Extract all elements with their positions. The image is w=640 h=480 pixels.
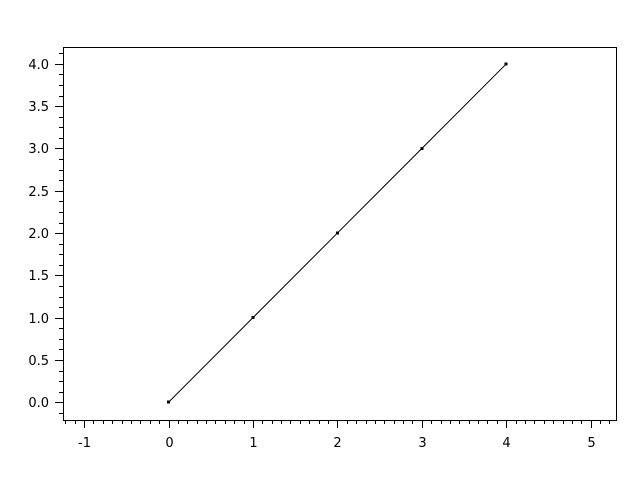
x-tick-label: 2 [333,436,341,451]
y-tick-label: 1.5 [28,269,49,284]
plot-frame [63,47,617,421]
x-tick-label: 4 [502,436,510,451]
y-tick-label: 4.0 [28,58,49,73]
data-point-marker [504,62,508,66]
data-point-marker [251,316,255,320]
x-tick-label: 3 [418,436,426,451]
y-tick-label: 0.0 [28,396,49,411]
y-tick-label: 2.0 [28,227,49,242]
data-point-marker [420,146,424,150]
y-tick-label: 2.5 [28,185,49,200]
y-tick-label: 3.0 [28,142,49,157]
y-tick-label: 1.0 [28,312,49,327]
data-point-marker [167,400,171,404]
y-tick-label: 3.5 [28,100,49,115]
x-tick-label: 1 [249,436,257,451]
x-tick-label: 0 [165,436,173,451]
x-tick-label: 5 [587,436,595,451]
x-tick-label: -1 [78,436,91,451]
data-point-marker [335,231,339,235]
y-tick-label: 0.5 [28,354,49,369]
